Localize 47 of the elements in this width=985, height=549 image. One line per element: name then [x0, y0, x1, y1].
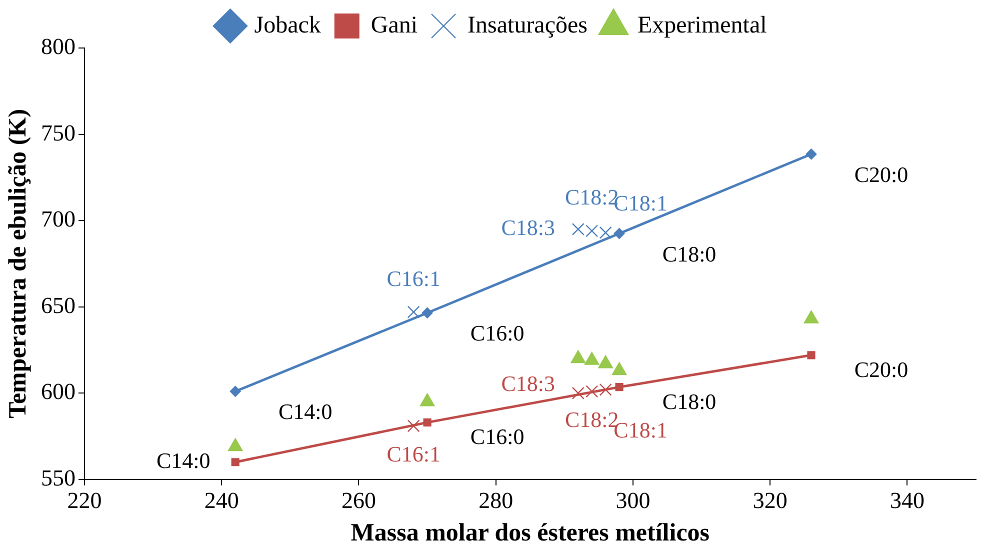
legend-label: Gani — [370, 12, 418, 38]
y-tick-label: 600 — [41, 379, 76, 404]
y-tick-label: 700 — [41, 206, 76, 232]
x-tick-label: 280 — [478, 488, 514, 514]
y-tick-label: 750 — [41, 120, 76, 146]
annotation: C16:1 — [386, 266, 440, 291]
x-tick-label: 220 — [67, 488, 102, 514]
x-tick-label: 260 — [341, 488, 376, 514]
annotation: C20:0 — [854, 162, 908, 187]
annotation: C14:0 — [156, 448, 210, 473]
point — [599, 226, 612, 239]
point — [572, 386, 584, 400]
point — [230, 386, 241, 397]
annotation: C14:0 — [278, 399, 332, 424]
x-tick-label: 320 — [752, 488, 788, 514]
annotation: C16:0 — [470, 320, 524, 346]
y-tick-label: 650 — [41, 292, 76, 318]
point — [231, 458, 240, 466]
point — [807, 351, 816, 360]
annotation: C18:3 — [501, 370, 556, 396]
legend-label: Joback — [254, 12, 321, 38]
x-tick-label: 240 — [204, 488, 239, 514]
annotation: C18:0 — [662, 388, 716, 414]
annotation: C16:0 — [470, 424, 524, 450]
x-tick-label: 300 — [616, 488, 650, 514]
point — [599, 383, 612, 396]
y-tick-label: 550 — [41, 465, 76, 490]
annotation: C20:0 — [854, 356, 908, 382]
point — [422, 307, 433, 318]
x-axis-title: Massa molar dos ésteres metílicos — [350, 519, 710, 546]
point — [586, 224, 598, 238]
point — [586, 385, 598, 398]
point — [572, 222, 584, 236]
annotation: C16:1 — [386, 442, 440, 467]
point — [614, 228, 625, 239]
x-tick-label: 340 — [890, 488, 924, 514]
legend-label: Experimental — [637, 12, 768, 38]
point — [615, 383, 624, 392]
point — [806, 148, 817, 160]
point — [407, 306, 420, 318]
y-tick-label: 800 — [41, 34, 76, 60]
point — [407, 420, 420, 432]
annotation: C18:3 — [501, 214, 556, 240]
y-axis-title: Temperatura de ebulição (K) — [4, 108, 32, 418]
point — [423, 418, 432, 426]
legend-label: Insaturações — [468, 12, 588, 38]
annotation: C18:0 — [662, 241, 716, 266]
